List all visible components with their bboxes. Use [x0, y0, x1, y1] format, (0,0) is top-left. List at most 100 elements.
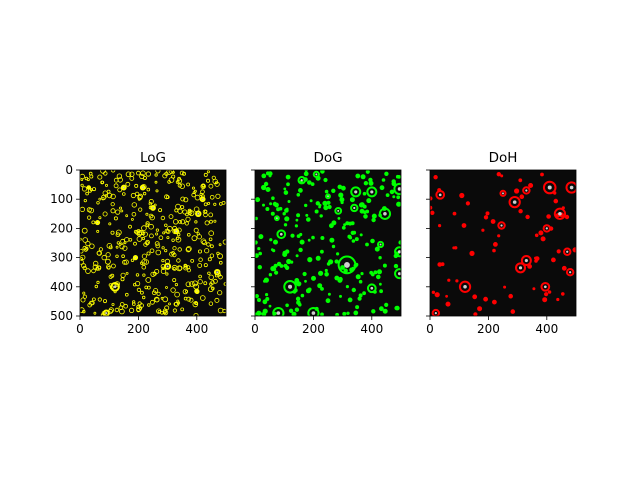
- blob-star: [383, 212, 387, 216]
- blob-marker-small: [351, 222, 354, 225]
- blob-star: [566, 251, 568, 253]
- blob-marker-small: [460, 193, 464, 197]
- blob-marker-small: [286, 304, 289, 307]
- blob-marker-small: [298, 303, 301, 306]
- x-tick-label: 200: [127, 322, 150, 336]
- blob-marker-small: [274, 271, 277, 274]
- blob-marker-small: [308, 239, 310, 241]
- blob-marker-small: [514, 189, 518, 193]
- blob-marker-small: [269, 305, 271, 307]
- blob-marker-small: [498, 235, 500, 237]
- blob-marker-small: [306, 214, 308, 216]
- blob-marker-small: [320, 250, 323, 253]
- blob-marker-small: [541, 173, 544, 176]
- blob-marker-small: [364, 181, 368, 185]
- blob-marker-small: [369, 181, 373, 185]
- blob-marker-small: [255, 294, 258, 297]
- blob-marker-small: [269, 175, 271, 177]
- blob-star: [315, 173, 317, 175]
- blob-marker-small: [383, 264, 386, 267]
- y-tick-label: 0: [65, 163, 73, 177]
- blob-star: [463, 285, 467, 289]
- blob-marker-small: [273, 240, 277, 244]
- blob-marker-small: [342, 226, 345, 229]
- blob-marker-small: [511, 310, 515, 314]
- blob-star: [519, 266, 522, 269]
- blob-marker-small: [382, 179, 385, 182]
- blob-marker-small: [343, 312, 346, 315]
- blob-marker-small: [321, 236, 324, 239]
- blob-star: [337, 210, 339, 212]
- blob-star: [216, 271, 218, 273]
- blob-marker-small: [509, 294, 513, 298]
- blob-marker-small: [308, 257, 312, 261]
- x-tick-label: 0: [76, 322, 84, 336]
- blob-star: [546, 227, 548, 229]
- blob-star: [570, 186, 574, 190]
- blob-marker-small: [341, 201, 343, 203]
- blob-marker-small: [352, 240, 355, 243]
- blob-marker-small: [356, 306, 359, 309]
- blob-marker-small: [327, 263, 330, 266]
- blob-marker-small: [297, 235, 300, 238]
- blob-marker-small: [541, 237, 545, 241]
- blob-star: [167, 265, 169, 267]
- blob-marker-small: [446, 302, 450, 306]
- blob-marker-small: [535, 260, 538, 263]
- blob-marker-small: [453, 212, 456, 215]
- blob-marker-small: [262, 204, 264, 206]
- blob-marker-small: [256, 198, 260, 202]
- blob-marker-small: [259, 235, 263, 239]
- blob-marker-small: [332, 245, 335, 248]
- blob-marker-small: [262, 174, 266, 178]
- blob-marker-small: [325, 272, 329, 276]
- blob-marker-small: [311, 276, 315, 280]
- blob-marker-small: [303, 272, 306, 275]
- blob-marker-small: [557, 250, 560, 253]
- x-tick-label: 400: [185, 322, 208, 336]
- blob-marker-small: [385, 172, 389, 176]
- blob-marker-small: [482, 229, 484, 231]
- blob-marker-small: [554, 199, 558, 203]
- x-tick-label: 400: [360, 322, 383, 336]
- blob-star: [277, 311, 281, 315]
- blob-marker-small: [543, 298, 547, 302]
- blob-marker-small: [265, 293, 267, 295]
- blob-marker-small: [344, 224, 346, 226]
- blob-marker-small: [379, 256, 382, 259]
- blob-star: [380, 243, 382, 245]
- x-tick-label: 400: [535, 322, 558, 336]
- blob-marker-small: [448, 279, 450, 281]
- subplot-panels: LoG0 200 4000100200300400500DoG0 200 400DoH0…: [50, 150, 577, 336]
- blob-marker-small: [562, 266, 566, 270]
- blob-marker-small: [466, 202, 469, 205]
- blob-marker-small: [328, 205, 331, 208]
- blob-star: [288, 285, 292, 289]
- blob-marker-small: [306, 289, 310, 293]
- blob-marker-small: [346, 285, 348, 287]
- blob-marker-small: [438, 263, 442, 267]
- blob-marker-small: [285, 217, 289, 221]
- blob-marker-small: [296, 297, 300, 301]
- subplot-doh: DoH0 200 400: [426, 150, 577, 336]
- blob-marker-small: [431, 211, 435, 215]
- blob-marker-small: [287, 183, 290, 186]
- blob-marker-small: [339, 193, 343, 197]
- blob-star: [301, 179, 303, 181]
- blob-marker-small: [284, 191, 288, 195]
- blob-marker-small: [383, 309, 387, 313]
- blob-marker-small: [274, 264, 277, 267]
- blob-star: [525, 259, 528, 262]
- blob-marker-small: [346, 222, 349, 225]
- blob-marker-small: [321, 313, 324, 316]
- blob-marker-small: [286, 175, 290, 179]
- blob-marker-small: [363, 192, 366, 195]
- y-tick-label: 300: [50, 251, 73, 265]
- blob-marker-small: [470, 251, 474, 255]
- blob-marker-small: [486, 212, 489, 215]
- blob-marker-small: [529, 183, 533, 187]
- blob-marker-small: [348, 298, 352, 302]
- blob-marker-small: [372, 310, 376, 314]
- blob-marker-small: [354, 311, 358, 315]
